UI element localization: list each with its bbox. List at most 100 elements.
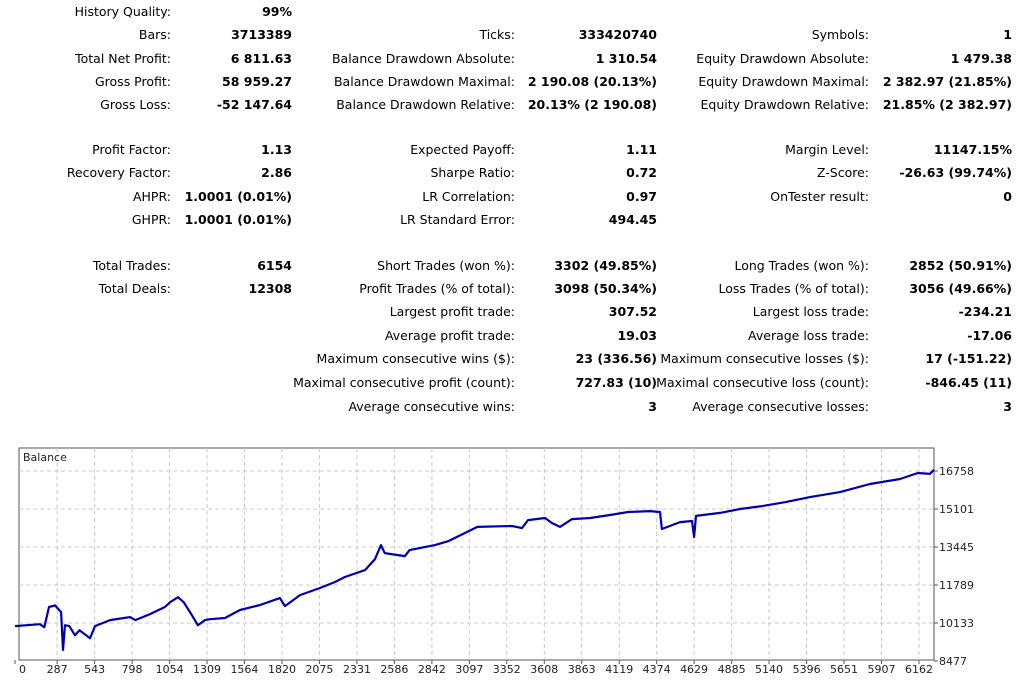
stat-label: LR Standard Error: [400, 212, 515, 227]
stat-value: 6154 [257, 258, 292, 273]
stats-row: Maximum consecutive wins ($): 23 (336.56)… [0, 348, 1024, 370]
stat-label: Average consecutive losses: [692, 399, 869, 414]
stat-label: Maximal consecutive loss (count): [656, 375, 869, 390]
stats-row: Total Net Profit: 6 811.63 Balance Drawdow… [0, 48, 1024, 70]
x-tick-label: 5907 [868, 663, 896, 676]
x-tick-label: 287 [47, 663, 68, 676]
x-tick-label: 1054 [156, 663, 184, 676]
stat-value: 3098 (50.34%) [554, 281, 657, 296]
x-tick-label: 2842 [418, 663, 446, 676]
stat-value: 17 (-151.22) [925, 351, 1012, 366]
stat-value: -846.45 (11) [925, 375, 1012, 390]
stat-label: Maximum consecutive wins ($): [316, 351, 515, 366]
stat-label: Margin Level: [785, 142, 869, 157]
stat-label: Profit Trades (% of total): [359, 281, 515, 296]
stat-label: Short Trades (won %): [377, 258, 515, 273]
stats-row: Total Trades: 6154 Short Trades (won %): 33… [0, 255, 1024, 277]
stat-label: Equity Drawdown Relative: [700, 97, 869, 112]
stat-label: Balance Drawdown Maximal: [333, 74, 515, 89]
x-tick-label: 543 [84, 663, 105, 676]
x-tick-label: 4885 [718, 663, 746, 676]
stat-value: 2 382.97 (21.85%) [882, 74, 1012, 89]
stat-label: AHPR: [132, 189, 171, 204]
plot-area [18, 447, 935, 661]
x-tick-label: 4374 [643, 663, 671, 676]
stat-value: 3302 (49.85%) [554, 258, 657, 273]
stats-row: Recovery Factor: 2.86 Sharpe Ratio: 0.72 Z-S… [0, 162, 1024, 184]
stat-label: Largest profit trade: [389, 304, 515, 319]
stat-value: 1 [1003, 27, 1012, 42]
stat-label: GHPR: [131, 212, 171, 227]
stats-row: Profit Factor: 1.13 Expected Payoff: 1.11 Ma… [0, 139, 1024, 161]
stat-label: Equity Drawdown Absolute: [696, 51, 869, 66]
x-tick-label: 4119 [605, 663, 633, 676]
stat-value: 0.72 [626, 165, 657, 180]
stat-label: Loss Trades (% of total): [718, 281, 869, 296]
stat-label: Gross Loss: [100, 97, 171, 112]
stat-value: 12308 [248, 281, 293, 296]
stat-value: 1 479.38 [950, 51, 1012, 66]
stat-label: Total Deals: [98, 281, 171, 296]
x-tick-label: 5396 [793, 663, 821, 676]
stat-value: 1.11 [626, 142, 657, 157]
stat-label: Symbols: [811, 27, 869, 42]
stat-label: Profit Factor: [92, 142, 171, 157]
stat-label: Balance Drawdown Relative: [336, 97, 515, 112]
stats-row: Gross Profit: 58 959.27 Balance Drawdown M… [0, 71, 1024, 93]
stat-value: 0 [1003, 189, 1012, 204]
stat-label: LR Correlation: [422, 189, 515, 204]
stat-label: Largest loss trade: [752, 304, 869, 319]
stat-label: Average profit trade: [384, 328, 515, 343]
stat-value: 6 811.63 [230, 51, 292, 66]
stat-label: Equity Drawdown Maximal: [698, 74, 869, 89]
x-tick-label: 1309 [193, 663, 221, 676]
x-tick-label: 6162 [905, 663, 933, 676]
stats-row: Total Deals: 12308 Profit Trades (% of tot… [0, 278, 1024, 300]
stats-row: Average consecutive wins: 3 Average consec… [0, 396, 1024, 418]
x-tick-label: 3608 [530, 663, 558, 676]
stat-label: Long Trades (won %): [734, 258, 869, 273]
stat-value: -234.21 [958, 304, 1012, 319]
stats-row: History Quality: 99% [0, 1, 1024, 23]
x-tick-label: 2075 [305, 663, 333, 676]
stats-row: Average profit trade: 19.03 Average loss t… [0, 325, 1024, 347]
stat-value: 3713389 [231, 27, 292, 42]
x-tick-label: 2586 [380, 663, 408, 676]
stat-value: 11147.15% [933, 142, 1012, 157]
balance-chart: 16758 15101 13445 11789 10133 8477 0 287 543 798 1… [14, 447, 974, 676]
stat-value: 1.0001 (0.01%) [184, 212, 292, 227]
stat-value: 19.03 [617, 328, 657, 343]
x-tick-label: 798 [122, 663, 143, 676]
x-tick-label: 3863 [568, 663, 596, 676]
x-tick-label: 3097 [455, 663, 483, 676]
stat-value: -26.63 (99.74%) [899, 165, 1012, 180]
x-tick-label: 1820 [268, 663, 296, 676]
stat-value: 727.83 (10) [575, 375, 657, 390]
stat-label: Total Trades: [92, 258, 171, 273]
stat-value: 58 959.27 [222, 74, 292, 89]
stat-value: 3056 (49.66%) [909, 281, 1012, 296]
stats-row: Maximal consecutive profit (count): 727.8… [0, 372, 1024, 394]
stat-value: -17.06 [967, 328, 1012, 343]
x-tick-label: 5651 [830, 663, 858, 676]
y-tick-label: 15101 [939, 503, 974, 516]
stat-value: 307.52 [608, 304, 657, 319]
x-tick-label: 0 [19, 663, 26, 676]
stat-value: 20.13% (2 190.08) [527, 97, 657, 112]
stat-value: 0.97 [626, 189, 657, 204]
stat-value: 3 [1003, 399, 1012, 414]
y-tick-label: 10133 [939, 617, 974, 630]
stat-value: 494.45 [608, 212, 657, 227]
balance-line [14, 469, 935, 651]
chart-title: Balance [23, 451, 67, 464]
stat-value: 23 (336.56) [575, 351, 657, 366]
stat-value: 99% [262, 4, 292, 19]
stats-row: Gross Loss: -52 147.64 Balance Drawdown Re… [0, 94, 1024, 116]
y-tick-label: 16758 [939, 465, 974, 478]
stat-value: 1.13 [261, 142, 292, 157]
stat-label: Recovery Factor: [66, 165, 171, 180]
stat-value: 333420740 [578, 27, 657, 42]
stat-label: Gross Profit: [94, 74, 171, 89]
stat-label: Maximum consecutive losses ($): [660, 351, 869, 366]
stat-value: 2.86 [261, 165, 292, 180]
